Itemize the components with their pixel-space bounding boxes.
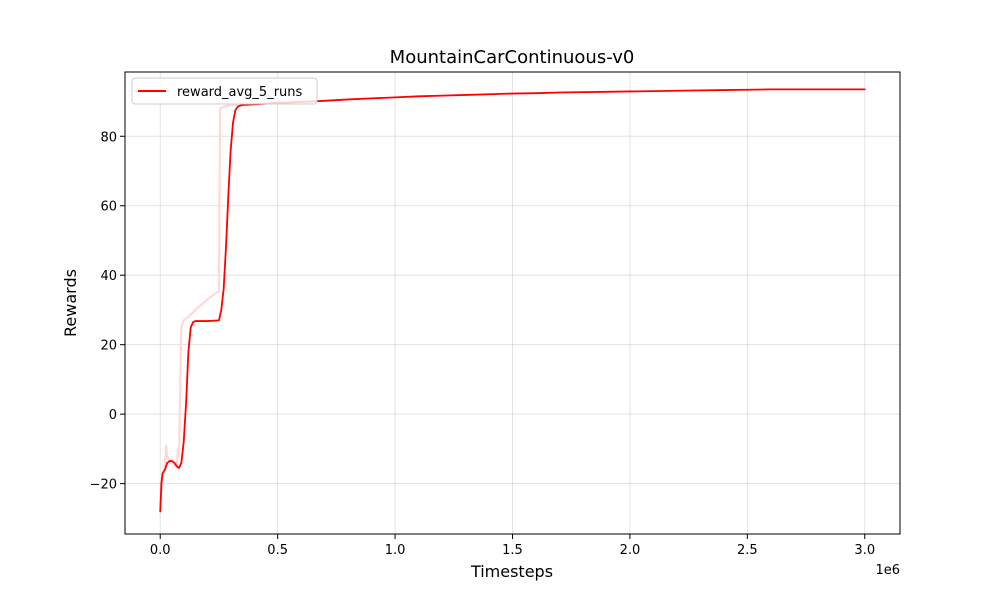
- legend-box: [131, 77, 318, 105]
- legend: reward_avg_5_runs: [131, 77, 318, 105]
- series-line-reward-avg: [159, 88, 866, 513]
- y-tick-label: 80: [100, 130, 117, 145]
- legend-label: reward_avg_5_runs: [177, 85, 303, 100]
- y-tick-label: −20: [90, 478, 117, 493]
- y-tick-label: 40: [100, 269, 117, 284]
- axis-ticks: 0.0 0.5 1.0 1.5 2.0 2.5 3.0 −20 0 20 40 60 80: [90, 130, 876, 558]
- series-layer: [159, 88, 866, 513]
- y-axis-title: Rewards: [61, 269, 80, 337]
- x-tick-label: 0.5: [267, 543, 288, 558]
- x-tick-label: 1.0: [385, 543, 406, 558]
- x-axis-title: Timesteps: [470, 562, 553, 581]
- y-tick-label: 20: [100, 339, 117, 354]
- y-tick-label: 0: [109, 408, 117, 423]
- grid: [125, 72, 900, 534]
- x-tick-label: 0.0: [150, 543, 171, 558]
- y-tick-label: 60: [100, 200, 117, 215]
- x-tick-label: 2.5: [737, 543, 758, 558]
- x-tick-label: 3.0: [854, 543, 875, 558]
- chart-title: MountainCarContinuous-v0: [390, 47, 635, 68]
- series-line-raw-rewards: [159, 103, 256, 506]
- x-tick-label: 1.5: [502, 543, 523, 558]
- x-tick-label: 2.0: [620, 543, 641, 558]
- x-offset-label: 1e6: [875, 563, 900, 578]
